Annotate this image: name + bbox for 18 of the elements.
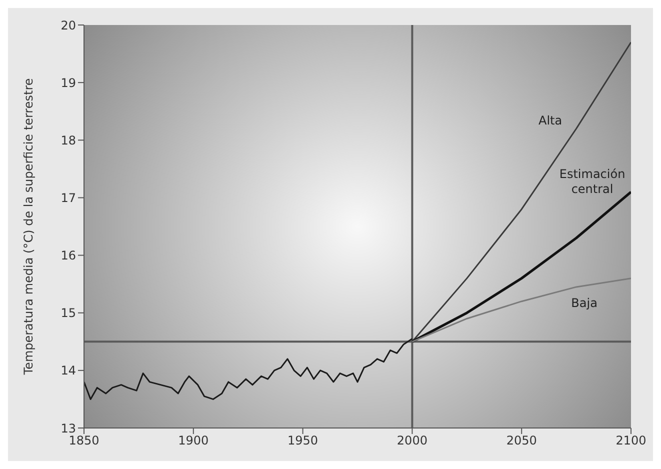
y-tick-label: 17 — [60, 190, 76, 205]
y-axis-title: Temperatura media (°C) de la superficie terrestre — [21, 78, 36, 376]
series-label: Estimación central — [559, 167, 626, 196]
y-tick-label: 16 — [60, 248, 76, 263]
x-tick-label: 2100 — [616, 434, 646, 448]
x-tick-label: 2000 — [396, 434, 428, 448]
x-tick-label: 1950 — [288, 434, 318, 448]
series-label: Baja — [571, 296, 598, 310]
y-tick-label: 13 — [60, 421, 76, 436]
series-label: Alta — [538, 114, 562, 128]
y-tick-label: 14 — [60, 364, 76, 378]
y-tick-label: 18 — [60, 133, 76, 148]
x-tick-label: 1900 — [178, 434, 209, 448]
y-tick-label: 19 — [60, 76, 76, 90]
y-tick-label: 15 — [60, 306, 76, 320]
x-tick-label: 1850 — [68, 434, 100, 448]
x-tick-label: 2050 — [506, 434, 537, 448]
y-tick-label: 20 — [60, 18, 76, 32]
